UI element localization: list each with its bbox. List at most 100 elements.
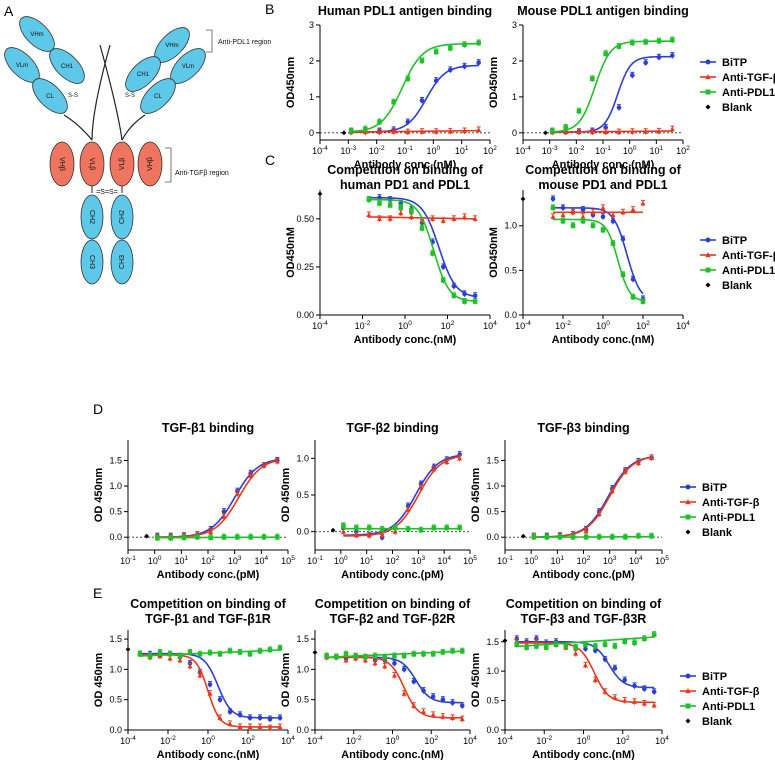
data-point [560,212,566,218]
legend-label: Blank [722,102,753,114]
data-point [649,533,654,539]
x-tick-label: 10-3 [542,145,558,156]
data-point [450,648,455,654]
x-axis-label: Antibody conc.(pM) [532,569,635,581]
data-point [431,525,437,531]
data-point [616,129,622,135]
data-point [622,468,628,474]
data-point [602,657,608,662]
data-point [670,37,675,43]
x-tick-label: 10-4 [312,320,328,331]
x-tick-label: 102 [483,145,497,156]
data-point [670,53,675,58]
data-point [462,42,467,48]
series-anti-tgf- [550,199,646,220]
data-point [440,264,446,270]
fit-curve [157,459,278,538]
right-ch2-domain [110,194,134,240]
data-point [444,525,450,531]
y-tick-label: 1.0 [504,221,517,231]
series-bitp [324,653,465,709]
series-bitp [550,52,675,136]
y-tick-label: 0.5 [486,507,499,517]
data-point [550,196,556,202]
data-point [610,241,616,246]
y-tick-label: 1.5 [109,634,122,644]
y-axis-label: OD 450nm [470,468,482,523]
series-bitp [348,59,481,136]
data-point [237,650,243,655]
y-tick-label: 0.5 [504,265,517,275]
data-point [641,700,647,706]
right-ch1-label: CH1 [137,72,150,78]
series-anti-pdl1 [155,533,280,542]
x-tick-label: 104 [629,555,643,566]
data-point [419,98,425,103]
data-point [440,713,446,719]
y-tick-label: 1.5 [486,637,499,647]
data-point [462,299,467,304]
y-tick-label: 1 [512,92,517,102]
data-point [630,276,636,282]
y-tick-label: 3 [512,20,517,30]
data-point [353,532,359,538]
y-tick-label: 0.5 [109,695,122,705]
pdl1-region-bracket [206,29,213,53]
fit-curve [157,536,278,539]
legend-label: BiTP [722,235,747,247]
left-vlb-label: VLβ [88,158,95,171]
data-point [401,690,407,696]
data-point [459,648,465,654]
data-point [632,640,637,646]
data-point [391,99,396,105]
data-point [623,534,628,540]
left-disulfide-label: S-S [68,93,78,99]
right-cl-label: CL [154,94,162,100]
data-point [430,651,436,657]
chart-title: Mouse PDL1 antigen binding [517,4,689,18]
data-point [421,688,426,693]
x-tick-label: 101 [455,145,469,156]
data-point [341,523,346,529]
data-point [430,712,436,717]
x-tick-label: 103 [603,555,617,566]
x-tick-label: 101 [551,555,565,566]
legend-label: Anti-TGF-β [702,686,760,698]
chart-title: Human PDL1 antigen binding [318,4,492,18]
legend-label: BiTP [702,671,727,683]
x-tick-label: 102 [577,555,591,566]
x-tick-label: 104 [463,735,477,746]
data-point [248,534,253,540]
data-point [197,672,203,678]
data-point [440,218,446,223]
legend-marker [685,484,691,490]
x-tick-label: 100 [524,555,538,566]
y-tick-label: 2 [309,56,314,66]
data-point [430,694,436,699]
x-axis-label: Antibody conc.(nM) [354,159,457,171]
x-tick-label: 10-2 [160,735,176,746]
data-point [533,639,539,644]
series-bitp [366,194,478,299]
x-tick-label: 100 [623,145,637,156]
y-tick-label: 0.00 [296,310,314,320]
blank-point [317,191,323,197]
x-tick-label: 104 [437,555,451,566]
tgfb-region-label: Anti-TGFβ region [175,170,229,177]
data-point [420,709,427,714]
data-point [208,535,213,541]
chart-b1: Human PDL1 antigen binding Antibody conc.… [285,4,497,171]
data-point [354,525,359,531]
legend-marker [685,673,691,679]
series-anti-pdl1 [366,196,478,305]
data-point [622,697,628,703]
x-tick-label: 10-1 [120,555,136,566]
fit-curve [553,218,644,302]
x-tick-label: 100 [201,735,215,746]
left-ch3-label: CH3 [88,255,95,269]
x-tick-label: 10-2 [369,145,385,156]
data-point [275,534,280,540]
legend-2: BiTP Anti-TGF-β Anti-PDL1 Blank [700,235,775,292]
data-point [580,218,586,224]
